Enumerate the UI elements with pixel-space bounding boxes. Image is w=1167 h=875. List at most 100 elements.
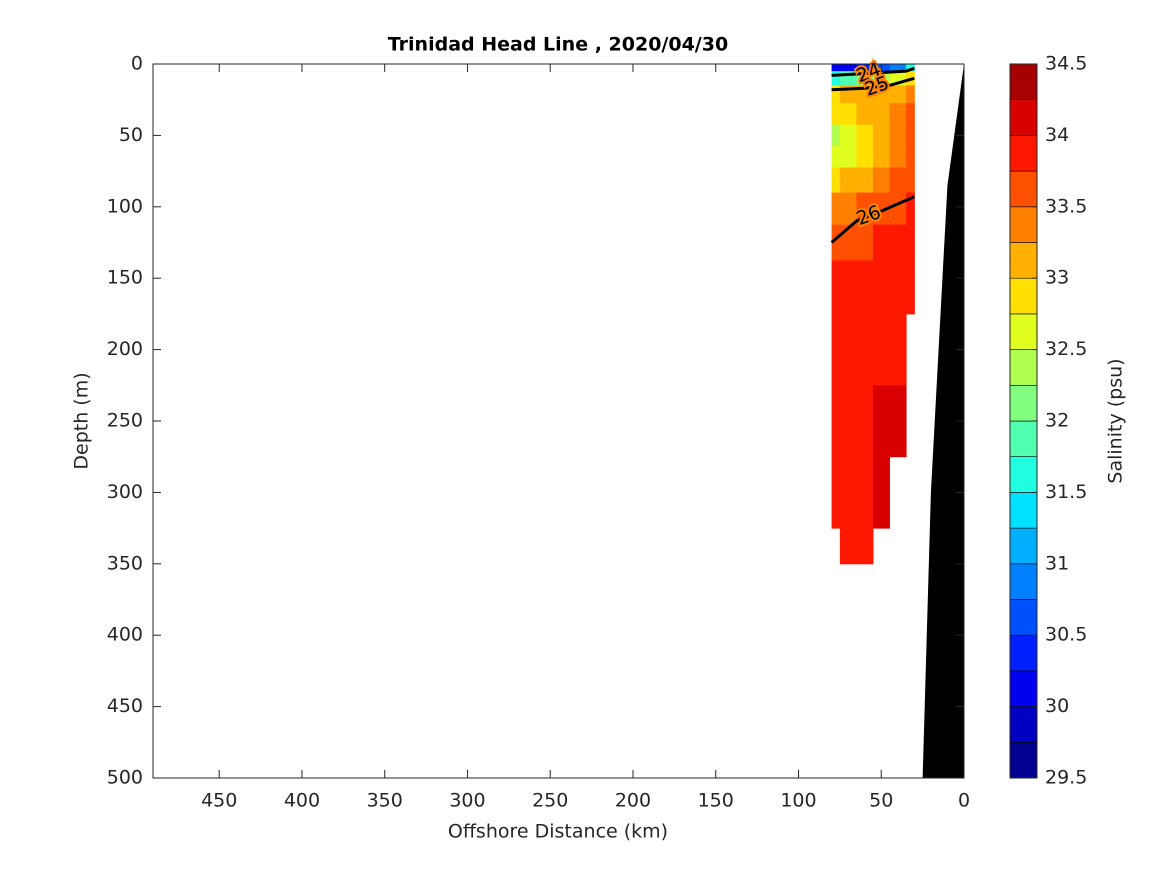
salinity-cell xyxy=(856,528,874,565)
x-tick-label: 0 xyxy=(958,790,970,812)
x-tick-label: 400 xyxy=(284,790,320,812)
salinity-cell xyxy=(831,192,841,226)
colorbar-frame xyxy=(1009,63,1038,779)
salinity-cell xyxy=(856,385,874,458)
colorbar-tick-label: 29.5 xyxy=(1045,767,1087,789)
salinity-cell xyxy=(839,103,857,126)
salinity-cell xyxy=(889,260,907,315)
colorbar-tick-label: 32.5 xyxy=(1045,338,1087,360)
colorbar-segment xyxy=(1009,670,1038,707)
colorbar-segment xyxy=(1009,135,1038,172)
density-contour xyxy=(831,76,915,92)
colorbar-tick-label: 33 xyxy=(1045,267,1069,289)
colorbar-segment xyxy=(1009,277,1038,315)
salinity-cell xyxy=(872,146,891,169)
density-contour xyxy=(831,66,915,77)
colorbar-segment xyxy=(1009,313,1038,350)
colorbar-tick-label: 34.5 xyxy=(1045,53,1087,75)
salinity-cell xyxy=(889,313,907,386)
colorbar-segment xyxy=(1009,599,1038,636)
salinity-cell xyxy=(872,313,891,386)
density-contour xyxy=(830,195,915,244)
salinity-cell xyxy=(889,64,907,72)
salinity-cell xyxy=(906,192,915,226)
x-tick-label: 300 xyxy=(449,790,485,812)
salinity-cell xyxy=(856,167,874,194)
salinity-cell xyxy=(872,224,891,261)
salinity-cell xyxy=(872,385,891,458)
colorbar-tick-label: 33.5 xyxy=(1045,195,1087,217)
salinity-cell xyxy=(872,167,891,194)
salinity-cell xyxy=(831,64,841,72)
salinity-cell xyxy=(889,167,907,194)
y-tick-label: 450 xyxy=(107,695,143,717)
salinity-cell xyxy=(889,124,907,147)
salinity-cell xyxy=(889,385,907,458)
colorbar-segment xyxy=(1009,634,1038,672)
x-tick-label: 450 xyxy=(201,790,237,812)
colorbar-label: Salinity (psu) xyxy=(1105,358,1127,483)
salinity-cell xyxy=(889,103,907,126)
colorbar-tick-label: 32 xyxy=(1045,410,1069,432)
colorbar-segment xyxy=(1009,420,1038,458)
colorbar-segment xyxy=(1009,706,1038,743)
y-tick-label: 500 xyxy=(107,767,143,789)
y-tick-label: 200 xyxy=(107,338,143,360)
x-tick-label: 150 xyxy=(698,790,734,812)
salinity-cell xyxy=(831,103,841,126)
colorbar-segment xyxy=(1009,206,1038,243)
salinity-cell xyxy=(839,124,857,147)
salinity-cell xyxy=(839,167,857,194)
salinity-cell xyxy=(872,260,891,315)
y-tick-label: 150 xyxy=(107,267,143,289)
colorbar-tick-label: 30.5 xyxy=(1045,624,1087,646)
x-axis-label: Offshore Distance (km) xyxy=(448,821,668,843)
colorbar-tick-label: 30 xyxy=(1045,695,1069,717)
salinity-cell xyxy=(831,124,841,147)
y-axis-label: Depth (m) xyxy=(71,372,93,469)
salinity-cell xyxy=(831,146,841,169)
salinity-cell xyxy=(831,167,841,194)
salinity-cell xyxy=(831,260,841,315)
bathymetry xyxy=(922,64,964,778)
y-tick-label: 400 xyxy=(107,624,143,646)
chart-title: Trinidad Head Line , 2020/04/30 xyxy=(388,34,728,56)
salinity-cell xyxy=(839,385,857,458)
salinity-cell xyxy=(906,64,915,72)
salinity-cell xyxy=(872,103,891,126)
salinity-cell xyxy=(856,85,874,104)
x-tick-label: 100 xyxy=(780,790,816,812)
x-tick-label: 200 xyxy=(615,790,651,812)
salinity-cell xyxy=(856,224,874,261)
salinity-cell xyxy=(856,103,874,126)
y-tick-label: 350 xyxy=(107,552,143,574)
salinity-cell xyxy=(831,85,841,104)
colorbar-segment xyxy=(1009,741,1038,779)
colorbar-segment xyxy=(1009,99,1038,136)
colorbar-segment xyxy=(1009,527,1038,565)
colorbar-segment xyxy=(1009,456,1038,493)
salinity-cell xyxy=(831,71,841,86)
y-tick-label: 250 xyxy=(107,410,143,432)
salinity-cell xyxy=(856,64,874,72)
salinity-cell xyxy=(872,456,891,529)
salinity-cell xyxy=(839,192,857,226)
salinity-cell xyxy=(906,85,915,104)
salinity-cell xyxy=(906,260,915,315)
salinity-cell xyxy=(839,528,857,565)
salinity-cell xyxy=(889,224,907,261)
salinity-cell xyxy=(872,71,891,86)
salinity-cell xyxy=(839,146,857,169)
salinity-cell xyxy=(906,167,915,194)
salinity-cell xyxy=(839,456,857,529)
salinity-cell xyxy=(839,260,857,315)
salinity-cell xyxy=(889,146,907,169)
colorbar-segment xyxy=(1009,349,1038,386)
salinity-cell xyxy=(872,192,891,226)
colorbar-tick-label: 31 xyxy=(1045,552,1069,574)
colorbar-tick-label: 31.5 xyxy=(1045,481,1087,503)
colorbar-tick-label: 34 xyxy=(1045,124,1069,146)
colorbar-segment xyxy=(1009,384,1038,422)
